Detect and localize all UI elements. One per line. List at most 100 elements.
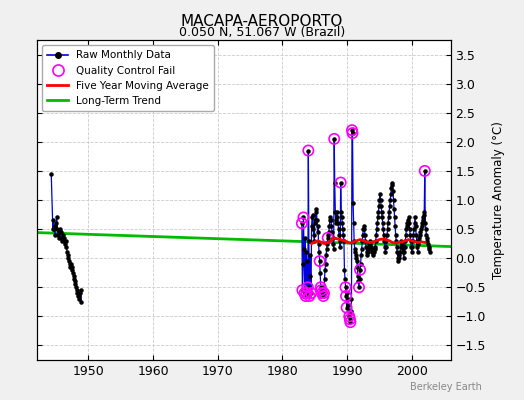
Point bbox=[314, 223, 322, 229]
Point bbox=[382, 243, 390, 250]
Point bbox=[316, 284, 325, 290]
Y-axis label: Temperature Anomaly (°C): Temperature Anomaly (°C) bbox=[492, 121, 505, 279]
Point bbox=[303, 258, 311, 264]
Point bbox=[380, 238, 388, 244]
Point bbox=[348, 130, 357, 136]
Point bbox=[359, 223, 368, 229]
Point bbox=[420, 208, 429, 215]
Point bbox=[55, 229, 63, 235]
Point bbox=[300, 246, 308, 253]
Point bbox=[400, 255, 408, 261]
Point bbox=[69, 272, 78, 279]
Point bbox=[330, 246, 338, 253]
Point bbox=[309, 211, 317, 218]
Point bbox=[358, 238, 366, 244]
Point bbox=[305, 293, 314, 299]
Point bbox=[52, 214, 61, 221]
Point bbox=[300, 290, 309, 296]
Point bbox=[312, 208, 320, 215]
Point bbox=[302, 290, 311, 296]
Point bbox=[318, 290, 326, 296]
Point bbox=[324, 232, 332, 238]
Point bbox=[397, 240, 406, 247]
Point bbox=[387, 191, 395, 197]
Point bbox=[302, 249, 310, 256]
Point bbox=[329, 235, 337, 241]
Point bbox=[56, 226, 64, 232]
Point bbox=[421, 168, 429, 174]
Point bbox=[379, 226, 387, 232]
Point bbox=[407, 238, 415, 244]
Point bbox=[417, 226, 425, 232]
Point bbox=[333, 214, 342, 221]
Point bbox=[364, 246, 373, 253]
Point bbox=[396, 243, 405, 250]
Point bbox=[307, 290, 315, 296]
Point bbox=[401, 243, 409, 250]
Point bbox=[389, 188, 397, 194]
Point bbox=[343, 290, 351, 296]
Point bbox=[321, 261, 330, 267]
Point bbox=[51, 223, 60, 229]
Point bbox=[304, 147, 312, 154]
Text: MACAPA-AEROPORTO: MACAPA-AEROPORTO bbox=[181, 14, 343, 29]
Point bbox=[370, 249, 378, 256]
Point bbox=[399, 249, 408, 256]
Point bbox=[348, 127, 356, 133]
Point bbox=[332, 220, 340, 226]
Point bbox=[301, 235, 309, 241]
Point bbox=[408, 249, 416, 256]
Point bbox=[345, 313, 354, 320]
Point bbox=[418, 220, 426, 226]
Point bbox=[373, 226, 381, 232]
Point bbox=[394, 258, 402, 264]
Point bbox=[298, 287, 307, 293]
Point bbox=[53, 226, 62, 232]
Point bbox=[323, 235, 332, 241]
Point bbox=[306, 252, 314, 258]
Point bbox=[396, 249, 404, 256]
Point bbox=[300, 290, 309, 296]
Point bbox=[327, 217, 335, 224]
Point bbox=[301, 293, 310, 299]
Point bbox=[378, 220, 387, 226]
Point bbox=[416, 232, 424, 238]
Point bbox=[63, 252, 72, 258]
Point bbox=[310, 238, 319, 244]
Point bbox=[333, 208, 341, 215]
Point bbox=[421, 168, 429, 174]
Point bbox=[62, 243, 71, 250]
Point bbox=[346, 319, 355, 325]
Point bbox=[299, 214, 308, 221]
Point bbox=[377, 203, 385, 209]
Point bbox=[417, 223, 425, 229]
Point bbox=[362, 243, 370, 250]
Point bbox=[400, 249, 408, 256]
Point bbox=[313, 229, 322, 235]
Point bbox=[419, 217, 427, 224]
Point bbox=[66, 264, 74, 270]
Point bbox=[376, 197, 385, 203]
Point bbox=[390, 206, 398, 212]
Point bbox=[337, 214, 346, 221]
Point bbox=[52, 220, 60, 226]
Point bbox=[343, 304, 351, 311]
Point bbox=[331, 179, 339, 186]
Point bbox=[47, 171, 56, 177]
Point bbox=[353, 258, 361, 264]
Point bbox=[422, 232, 431, 238]
Point bbox=[391, 223, 399, 229]
Point bbox=[325, 229, 333, 235]
Point bbox=[341, 275, 349, 282]
Point bbox=[386, 197, 395, 203]
Point bbox=[73, 290, 82, 296]
Point bbox=[356, 267, 364, 273]
Point bbox=[68, 264, 76, 270]
Point bbox=[62, 238, 70, 244]
Point bbox=[318, 287, 326, 293]
Point bbox=[369, 249, 377, 256]
Point bbox=[307, 272, 315, 279]
Point bbox=[70, 275, 79, 282]
Point bbox=[365, 240, 374, 247]
Point bbox=[326, 217, 334, 224]
